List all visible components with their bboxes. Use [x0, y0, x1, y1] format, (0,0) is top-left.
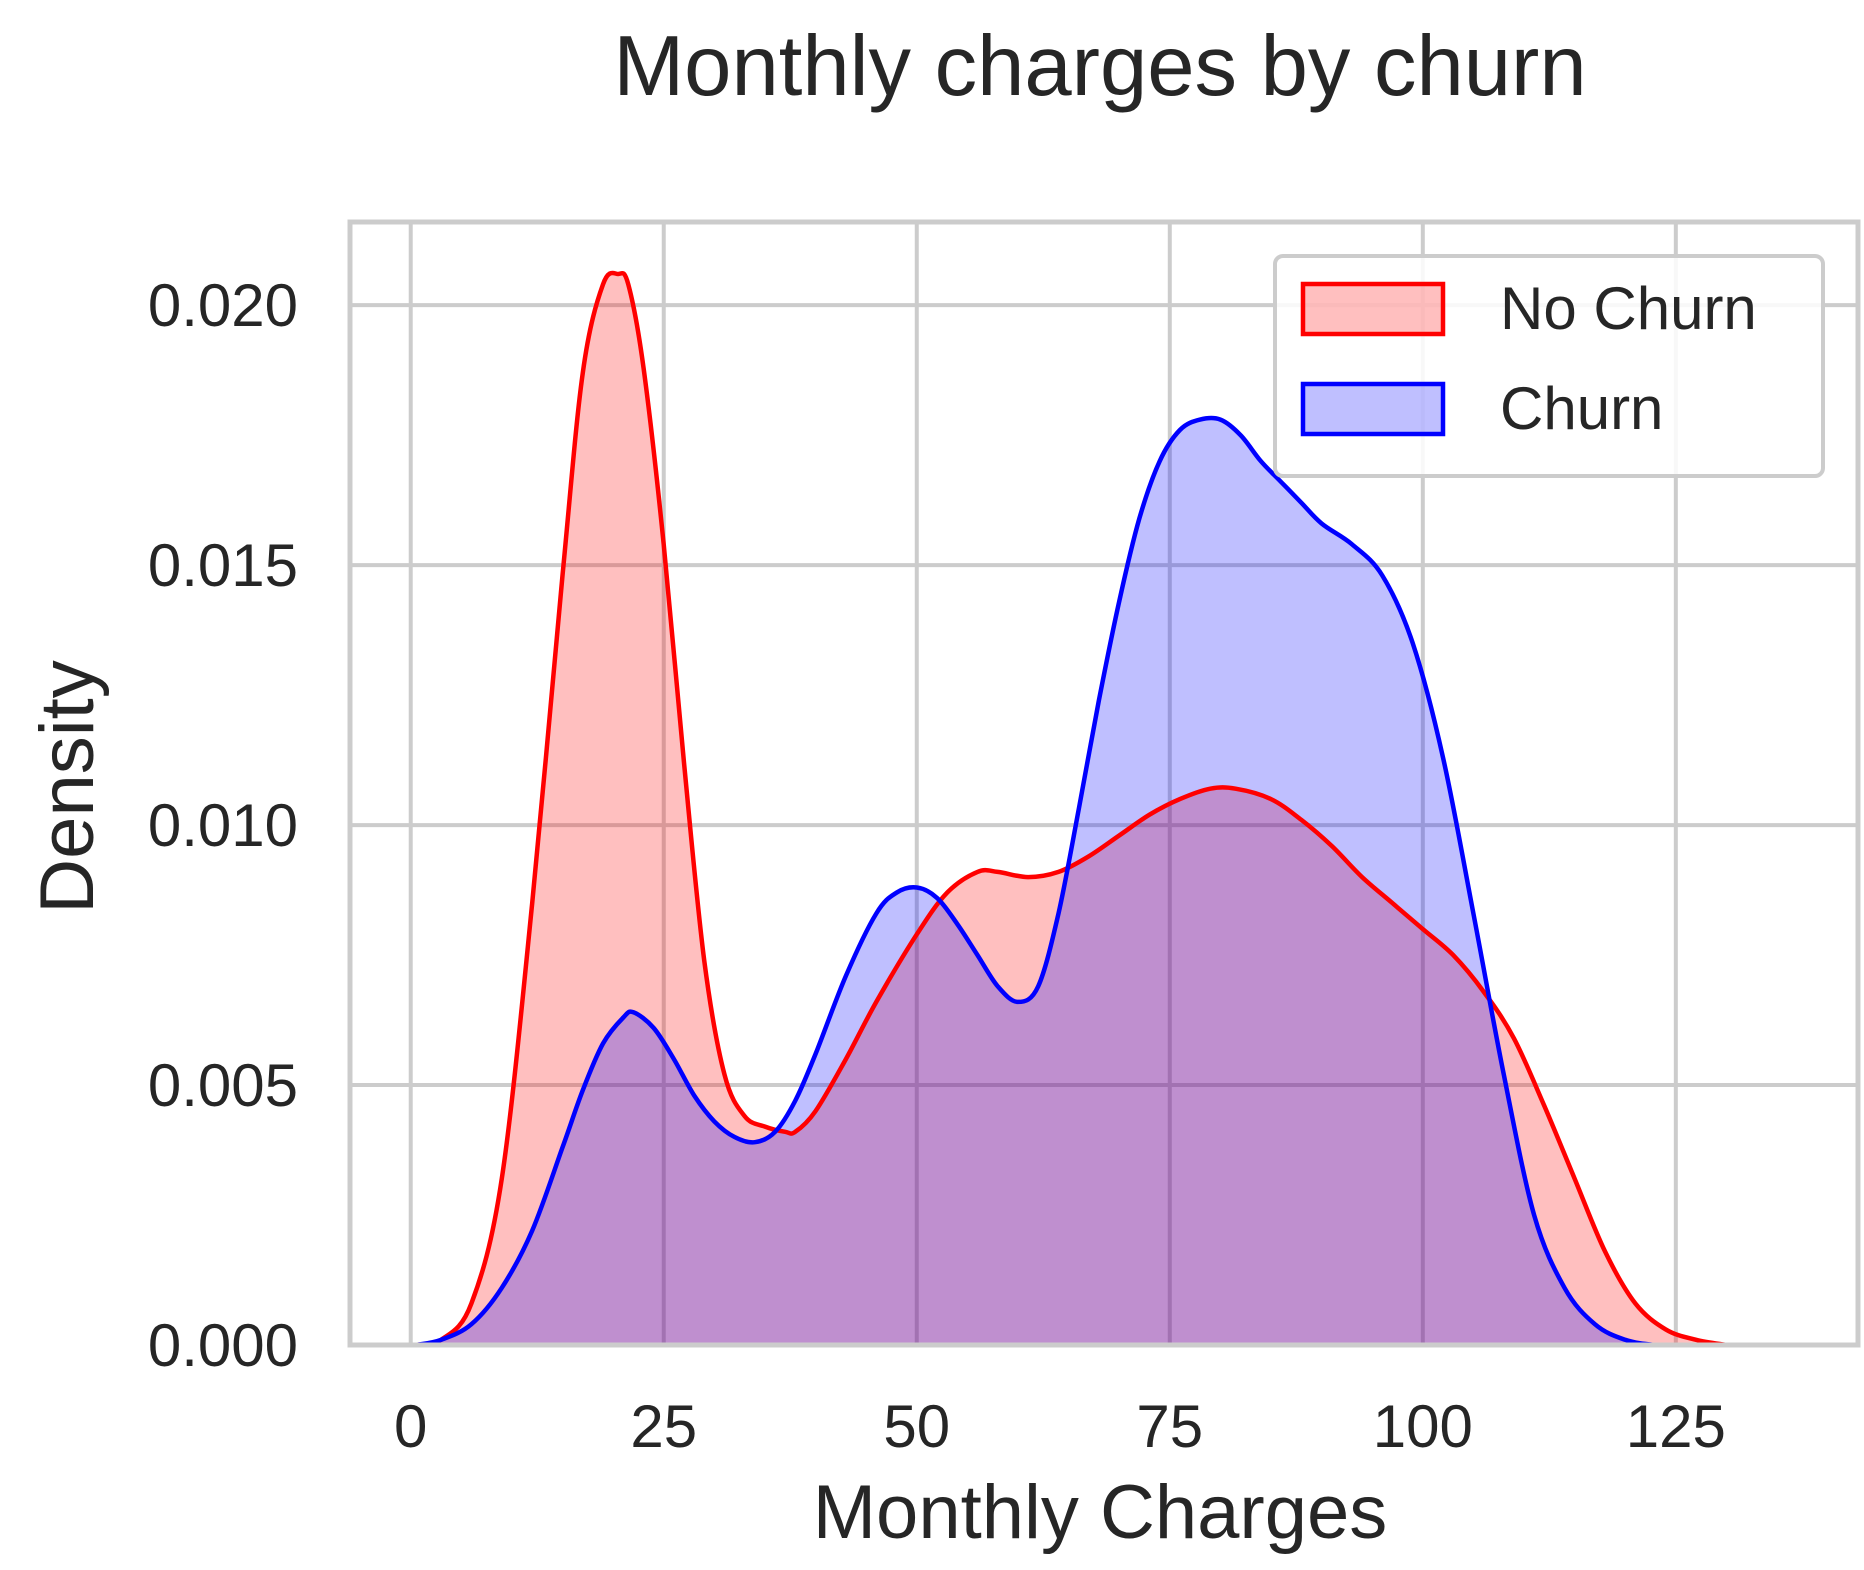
legend-swatch-churn: [1300, 381, 1446, 437]
legend-label-no-churn: No Churn: [1500, 275, 1757, 342]
x-tick-label-75: 75: [1136, 1393, 1203, 1460]
legend: No Churn Churn: [1273, 254, 1825, 478]
x-axis-title: Monthly Charges: [813, 1470, 1388, 1555]
legend-swatch-no-churn: [1300, 281, 1446, 337]
y-tick-label-0.000: 0.000: [148, 1312, 298, 1379]
y-tick-label-0.010: 0.010: [148, 792, 298, 859]
legend-box: [1273, 254, 1825, 478]
y-tick-label-0.005: 0.005: [148, 1052, 298, 1119]
density-fill-no-churn: [415, 272, 1727, 1346]
plot-frame: [347, 219, 1861, 1348]
y-tick-label-0.015: 0.015: [148, 532, 298, 599]
x-tick-label-100: 100: [1373, 1393, 1473, 1460]
legend-label-churn: Churn: [1500, 375, 1663, 442]
x-tick-label-25: 25: [630, 1393, 697, 1460]
x-tick-label-50: 50: [883, 1393, 950, 1460]
plot-border: [347, 219, 1861, 1348]
y-tick-label-0.020: 0.020: [148, 272, 298, 339]
y-axis-title: Density: [25, 660, 110, 913]
tick-labels: 0 25 50 75 100 125 0.000 0.005 0.010 0.015 0.020: [148, 272, 1726, 1460]
x-tick-label-0: 0: [394, 1393, 427, 1460]
chart-title: Monthly charges by churn: [613, 19, 1586, 114]
density-line-churn: [415, 415, 1717, 1348]
series-layer: [415, 270, 1727, 1348]
x-tick-label-125: 125: [1626, 1393, 1726, 1460]
density-line-no-churn: [415, 270, 1727, 1348]
